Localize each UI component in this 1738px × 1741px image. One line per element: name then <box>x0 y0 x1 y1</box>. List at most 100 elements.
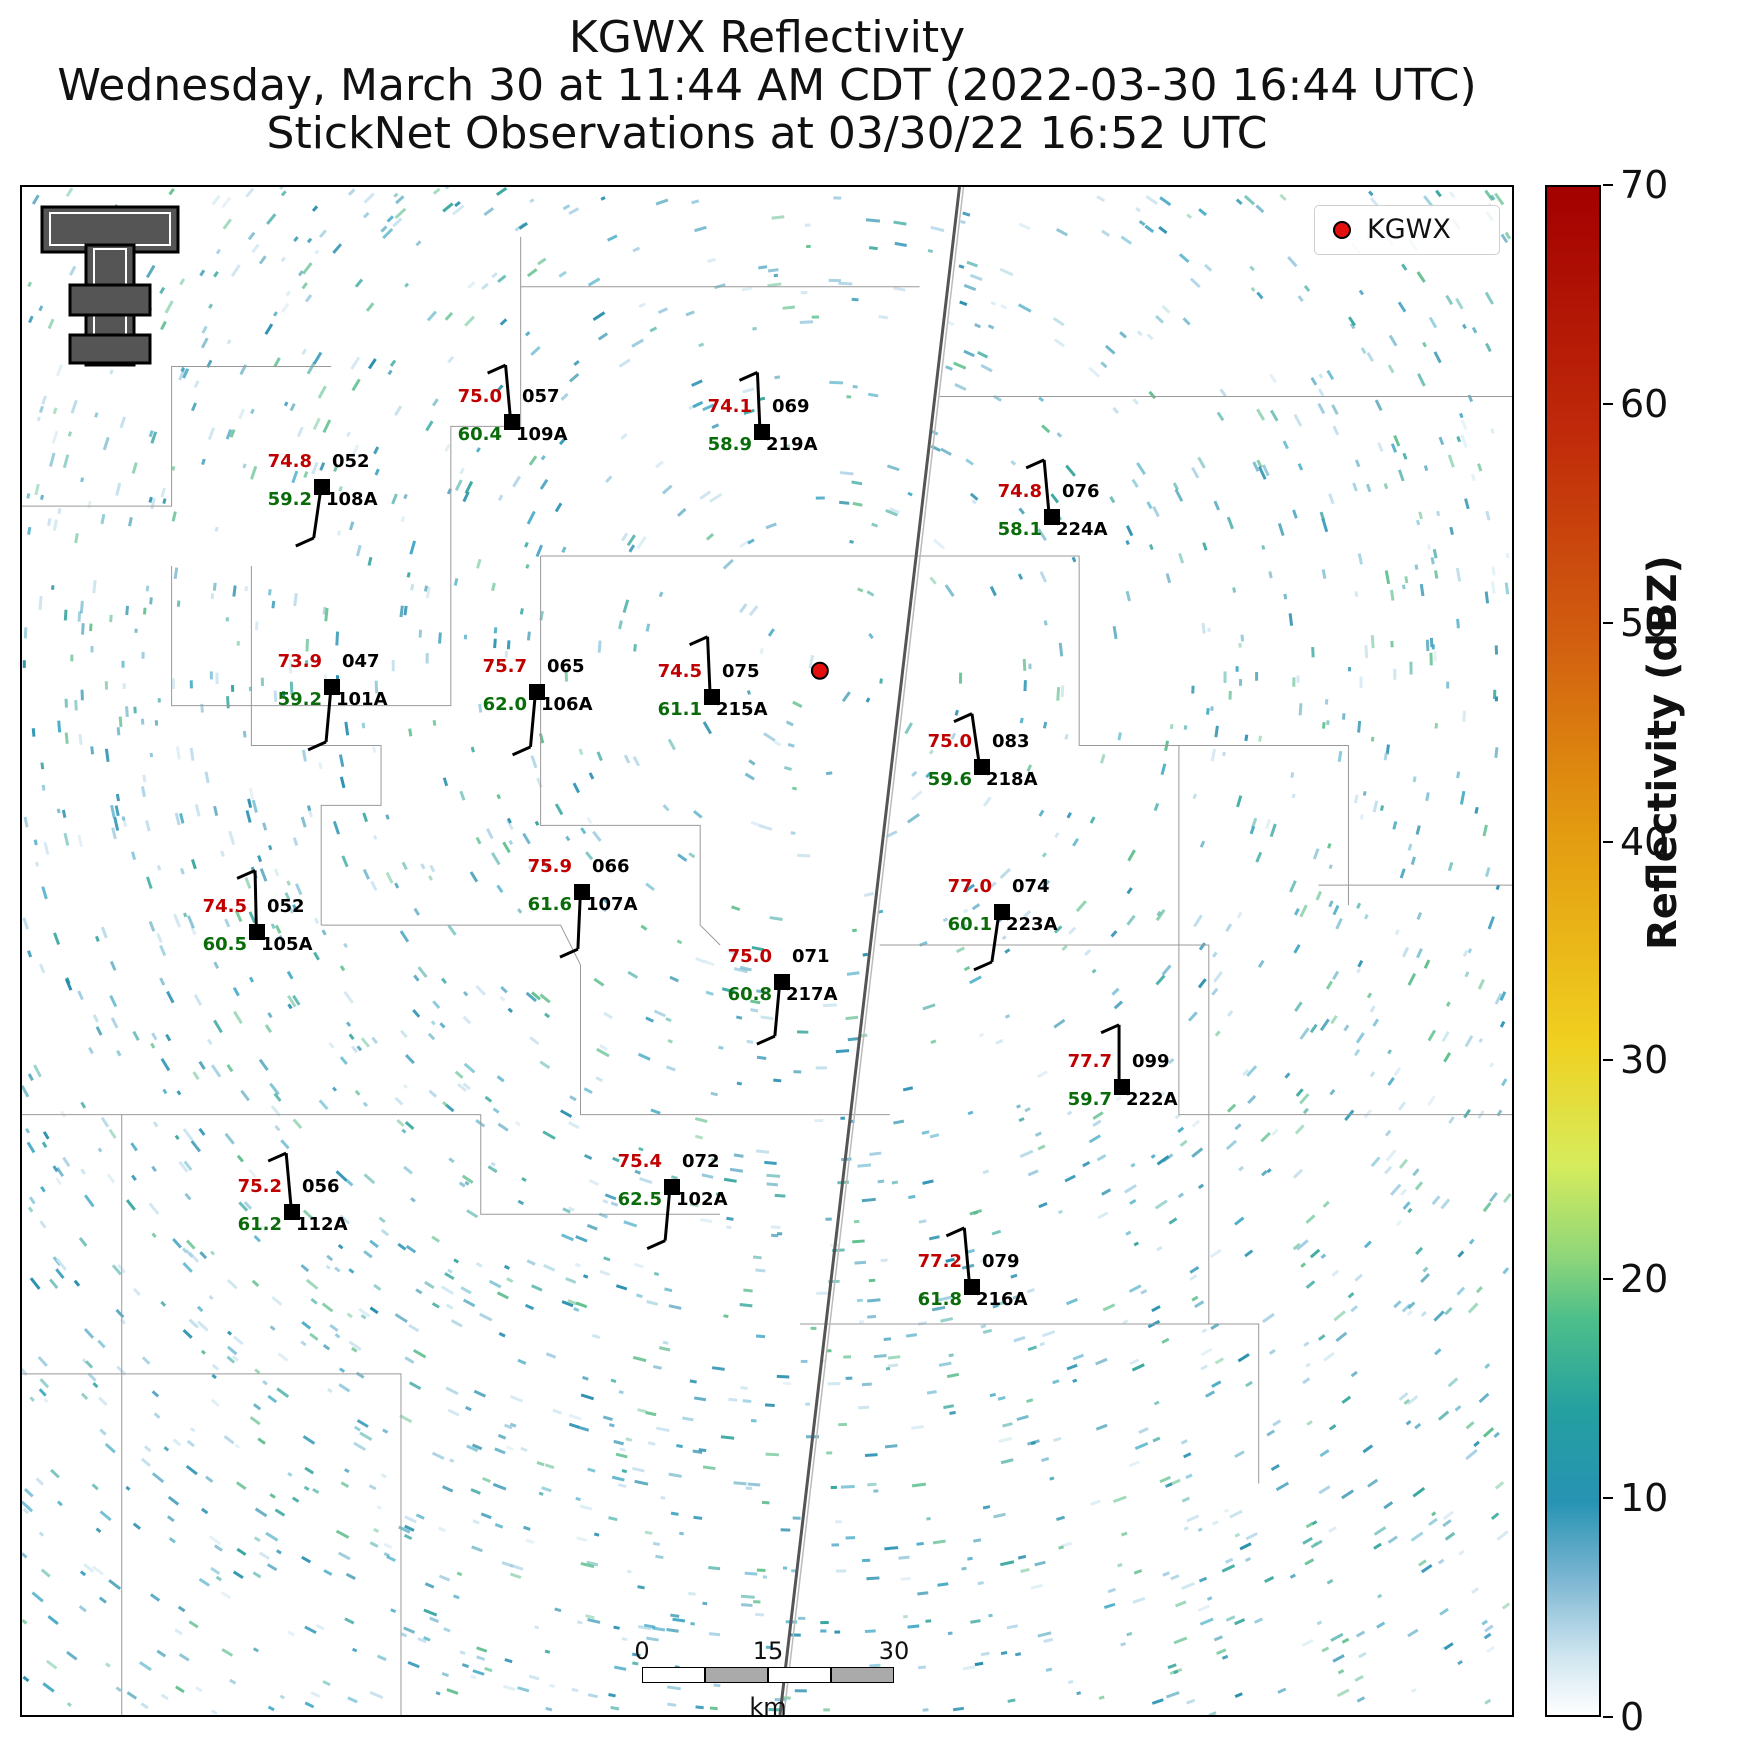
echo-gate <box>652 1541 660 1546</box>
echo-gate <box>526 510 536 525</box>
echo-gate <box>591 1333 601 1340</box>
echo-gate <box>583 1153 593 1160</box>
echo-gate <box>715 1192 723 1197</box>
echo-gate <box>780 1528 791 1532</box>
echo-gate <box>1126 887 1133 895</box>
echo-gate <box>162 498 167 505</box>
echo-gate <box>776 1374 790 1379</box>
echo-gate <box>226 1345 238 1356</box>
echo-gate <box>1321 518 1329 533</box>
echo-gate <box>1423 195 1434 208</box>
echo-gate <box>937 1582 949 1587</box>
echo-gate <box>121 816 126 821</box>
echo-gate <box>1138 220 1146 227</box>
echo-gate <box>752 326 757 331</box>
echo-gate <box>1201 1328 1208 1334</box>
echo-gate <box>1228 690 1232 700</box>
station-marker-icon <box>574 884 590 900</box>
echo-gate <box>1422 341 1427 348</box>
station-id: 223A <box>1006 914 1058 935</box>
echo-gate <box>1474 806 1479 814</box>
echo-gate <box>1071 556 1077 563</box>
echo-gate <box>1481 1619 1488 1626</box>
echo-gate <box>337 1244 344 1250</box>
colorbar-tick-label: 50 <box>1620 600 1669 645</box>
radar-map[interactable]: KGWX 75.0 057 60.4 109A 74.1 069 58.9 219A 74.8 0… <box>20 185 1514 1717</box>
echo-gate <box>1245 1532 1258 1541</box>
echo-gate <box>1180 1439 1188 1445</box>
echo-gate <box>339 1367 346 1373</box>
echo-gate <box>50 1468 60 1479</box>
dewpoint: 58.1 <box>997 519 1042 540</box>
echo-gate <box>148 921 156 932</box>
echo-gate <box>868 246 878 251</box>
echo-gate <box>834 1630 841 1634</box>
echo-gate <box>122 683 126 690</box>
echo-gate <box>866 590 875 597</box>
echo-gate <box>945 1257 955 1263</box>
echo-gate <box>1321 1646 1330 1653</box>
echo-gate <box>627 970 639 979</box>
echo-gate <box>244 877 252 889</box>
echo-gate <box>1416 271 1426 283</box>
echo-gate <box>43 841 50 855</box>
echo-gate <box>475 1261 483 1268</box>
echo-gate <box>1260 1132 1271 1143</box>
dewpoint: 62.0 <box>482 694 527 715</box>
echo-gate <box>525 564 530 569</box>
echo-gate <box>635 1293 643 1299</box>
echo-gate <box>226 696 230 709</box>
echo-gate <box>747 538 755 545</box>
echo-gate <box>196 1305 204 1313</box>
echo-gate <box>1052 316 1065 327</box>
echo-gate <box>601 907 608 913</box>
echo-gate <box>1148 544 1154 551</box>
echo-gate <box>444 444 451 453</box>
echo-gate <box>374 468 380 476</box>
echo-gate <box>250 465 258 480</box>
station-id: 109A <box>516 424 568 445</box>
echo-gate <box>22 1675 30 1683</box>
echo-gate <box>1110 930 1118 938</box>
echo-gate <box>1221 1564 1236 1573</box>
echo-gate <box>79 1570 87 1577</box>
echo-gate <box>574 1262 581 1268</box>
echo-gate <box>200 703 204 713</box>
echo-gate <box>1226 1103 1237 1113</box>
echo-gate <box>490 1161 496 1167</box>
echo-gate <box>1111 987 1120 996</box>
echo-gate <box>1502 1193 1512 1204</box>
echo-gate <box>1292 509 1298 519</box>
echo-gate <box>1329 1088 1336 1096</box>
echo-gate <box>354 278 364 288</box>
echo-gate <box>355 1371 365 1379</box>
echo-gate <box>1296 675 1300 683</box>
echo-gate <box>853 1219 860 1224</box>
echo-gate <box>53 932 61 946</box>
echo-gate <box>154 720 159 726</box>
echo-gate <box>554 803 564 816</box>
wind-barb-flag <box>307 740 327 752</box>
echo-gate <box>884 1546 899 1551</box>
echo-gate <box>676 939 683 945</box>
echo-gate <box>868 632 874 640</box>
echo-gate <box>35 1477 44 1486</box>
echo-gate <box>858 1405 870 1410</box>
wind-barb-flag <box>646 1239 666 1250</box>
echo-gate <box>446 1688 459 1695</box>
dewpoint: 61.1 <box>657 699 702 720</box>
echo-gate <box>1299 1093 1310 1105</box>
echo-gate <box>190 858 197 870</box>
echo-gate <box>104 748 110 763</box>
echo-gate <box>1405 1420 1412 1426</box>
echo-gate <box>1309 1023 1318 1034</box>
echo-gate <box>438 1526 447 1533</box>
echo-gate <box>363 1173 376 1185</box>
echo-gate <box>226 1355 236 1364</box>
echo-gate <box>271 600 276 609</box>
echo-gate <box>1128 1460 1140 1468</box>
station-id: 215A <box>716 699 768 720</box>
echo-gate <box>632 246 641 253</box>
echo-gate <box>1485 342 1492 353</box>
echo-gate <box>736 1081 742 1086</box>
